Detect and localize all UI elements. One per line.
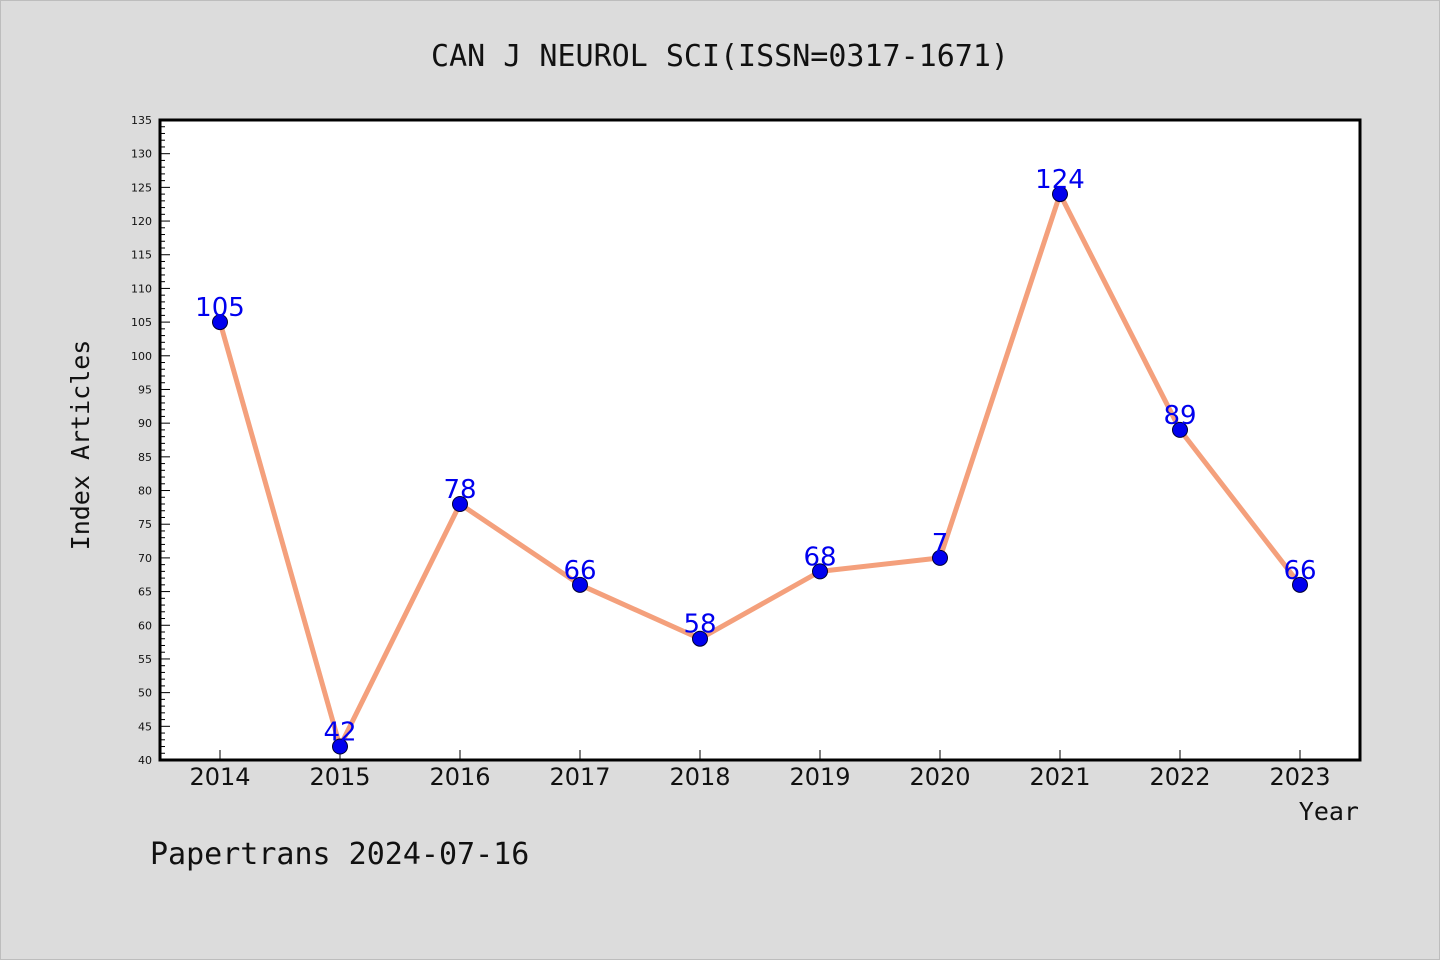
y-tick-label: 55 — [138, 653, 152, 666]
y-tick-label: 115 — [131, 249, 152, 262]
data-point — [212, 314, 228, 331]
x-tick-label: 2016 — [429, 763, 490, 791]
series-line — [217, 191, 1303, 750]
y-tick-label: 75 — [138, 518, 152, 531]
x-tick-label: 2020 — [909, 763, 970, 791]
data-point — [1292, 576, 1308, 593]
y-tick-label: 120 — [131, 215, 152, 228]
y-tick-label: 130 — [131, 148, 152, 161]
y-tick-label: 65 — [138, 586, 152, 599]
data-point — [1172, 421, 1188, 438]
y-tick-label: 50 — [138, 687, 152, 700]
data-point — [812, 563, 828, 580]
x-tick-label: 2022 — [1149, 763, 1210, 791]
x-axis-ticks: 2014 2015 2016 2017 2018 2019 2020 2021 2022 2023 — [189, 750, 1331, 791]
chart-title: CAN J NEUROL SCI(ISSN=0317-1671) — [431, 39, 1009, 74]
data-label: 66 — [563, 556, 596, 586]
x-tick-label: 2014 — [189, 763, 250, 791]
x-tick-label: 2023 — [1269, 763, 1330, 791]
x-tick-label: 2018 — [669, 763, 730, 791]
series-layer — [217, 191, 1303, 750]
data-label: 68 — [803, 542, 836, 572]
data-point — [572, 576, 588, 593]
y-tick-label: 45 — [138, 720, 152, 733]
y-tick-label: 125 — [131, 181, 152, 194]
data-point — [452, 496, 468, 512]
data-label: 66 — [1283, 556, 1316, 586]
y-tick-label: 90 — [138, 417, 152, 430]
x-tick-label: 2021 — [1029, 763, 1090, 791]
x-tick-label: 2017 — [549, 763, 610, 791]
points-layer — [212, 186, 1308, 755]
plot-area — [160, 120, 1360, 760]
x-tick-label: 2015 — [309, 763, 370, 791]
plot-frame — [158, 118, 1362, 762]
y-tick-label: 135 — [131, 114, 152, 127]
data-point — [692, 630, 708, 647]
y-axis-ticks: 40 45 50 55 60 65 70 75 80 85 90 95 100 105 110 115 120 1… — [131, 114, 170, 767]
y-tick-label: 40 — [138, 754, 152, 767]
y-tick-label: 95 — [138, 383, 152, 396]
data-label: 124 — [1035, 165, 1085, 195]
footer-text: Papertrans 2024-07-16 — [150, 837, 529, 872]
y-tick-label: 60 — [138, 619, 152, 632]
y-tick-label: 85 — [138, 451, 152, 464]
y-axis-label: Index Articles — [66, 340, 95, 551]
data-label: 89 — [1163, 401, 1196, 431]
x-tick-label: 2019 — [789, 763, 850, 791]
y-tick-label: 70 — [138, 552, 152, 565]
x-axis-label: Year — [1299, 797, 1359, 826]
y-tick-label: 110 — [131, 282, 152, 295]
data-label: 42 — [323, 718, 356, 748]
data-label: 7 — [932, 529, 949, 559]
data-point — [932, 549, 948, 566]
data-label: 105 — [195, 293, 245, 323]
data-label: 78 — [443, 475, 476, 505]
data-labels-layer: 105 42 78 66 58 68 7 124 89 66 — [195, 165, 1316, 747]
data-label: 58 — [683, 610, 716, 640]
y-tick-label: 100 — [131, 350, 152, 363]
y-tick-label: 105 — [131, 316, 152, 329]
data-point — [332, 738, 348, 755]
data-point — [1052, 186, 1068, 203]
y-tick-label: 80 — [138, 485, 152, 498]
